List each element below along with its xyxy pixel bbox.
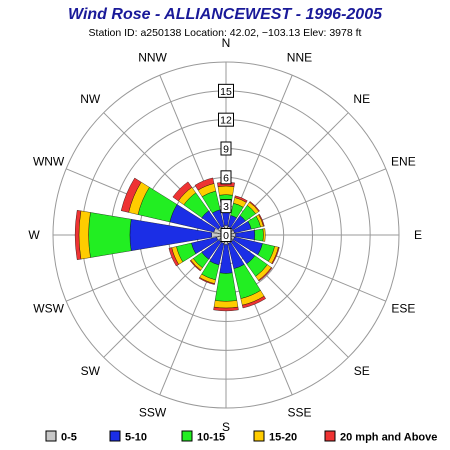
direction-label-w: W (28, 228, 40, 242)
legend-swatch (324, 430, 336, 442)
direction-label-wnw: WNW (33, 155, 65, 169)
legend-label: 5-10 (125, 432, 147, 444)
ring-label-12-box (218, 112, 234, 127)
legend-label: 15-20 (269, 432, 297, 444)
chart-title: Wind Rose - ALLIANCEWEST - 1996-2005 (68, 6, 383, 23)
wedge-s-bin-15-20 (213, 300, 239, 309)
direction-label-se: SE (354, 364, 370, 378)
wedge-ese-bin-20-plus (271, 246, 280, 265)
legend: 0-5 5-10 10-15 15-20 20 mph and Above (45, 430, 437, 444)
direction-label-nne: NNE (287, 51, 312, 65)
legend-swatch (181, 430, 193, 442)
wedge-wnw-bin-20-plus (120, 177, 142, 213)
legend-swatch (109, 430, 121, 442)
ring-label-15-box (218, 83, 234, 98)
direction-labels: N NNE NE ENE E ESE SE SSE S SSW SW WSW W WNW NW NNW (28, 36, 422, 434)
ring-label-15: 15 (220, 86, 232, 98)
legend-label: 0-5 (61, 432, 77, 444)
wedge-e-bin-15-20 (262, 228, 266, 242)
ring-label-3-box (220, 199, 232, 214)
wedge-ssw-bin-20-plus (198, 277, 215, 285)
ring-label-6-box (220, 170, 232, 185)
ring-label-center: 0 (223, 230, 229, 242)
legend-swatch (45, 430, 57, 442)
wedge-sse-bin-20-plus (242, 295, 266, 309)
wedge-w-bin-15-20 (78, 210, 91, 260)
direction-label-sw: SW (81, 364, 101, 378)
direction-label-nnw: NNW (138, 51, 167, 65)
direction-label-s: S (222, 420, 230, 434)
direction-label-nw: NW (80, 92, 101, 106)
wedge-sw-bin-20-plus (189, 259, 202, 272)
wedge-nnw-bin-20-plus (194, 177, 215, 191)
chart-subtitle: Station ID: a250138 Location: 42.02, −10… (89, 27, 362, 39)
direction-label-ese: ESE (391, 301, 415, 315)
wedge-w-bin-20-plus (75, 210, 82, 260)
wedge-s-bin-10-15 (214, 272, 238, 302)
wedge-wsw-bin-20-plus (168, 247, 179, 267)
ring-label-center-box (220, 228, 232, 242)
direction-label-sse: SSE (287, 405, 311, 419)
wedge-w-bin-10-15 (88, 212, 132, 258)
ring-label-9: 9 (223, 144, 229, 156)
legend-label: 20 mph and Above (340, 432, 437, 444)
wedge-nne-bin-20-plus (234, 195, 248, 203)
direction-label-ene: ENE (391, 155, 416, 169)
wedge-ene-bin-20-plus (258, 213, 265, 227)
direction-label-n: N (222, 36, 231, 50)
wedge-s-bin-20-plus (213, 306, 239, 312)
direction-label-e: E (414, 228, 422, 242)
wedge-n-bin-15-20 (217, 185, 235, 196)
legend-label: 10-15 (197, 432, 225, 444)
wedge-se-bin-20-plus (258, 267, 273, 282)
ring-label-3: 3 (223, 201, 229, 213)
legend-swatch (253, 430, 265, 442)
ring-label-6: 6 (223, 172, 229, 184)
wedge-nw-bin-20-plus (172, 181, 193, 202)
ring-label-12: 12 (220, 115, 232, 127)
wind-wedges (75, 177, 280, 312)
direction-label-ne: NE (353, 92, 370, 106)
ring-label-9-box (220, 141, 232, 156)
wedge-ne-bin-20-plus (249, 201, 260, 212)
wedge-e-bin-10-15 (254, 228, 264, 242)
direction-label-wsw: WSW (33, 301, 64, 315)
direction-label-ssw: SSW (139, 405, 167, 419)
ring-labels: 3 6 9 12 15 0 (218, 83, 234, 242)
